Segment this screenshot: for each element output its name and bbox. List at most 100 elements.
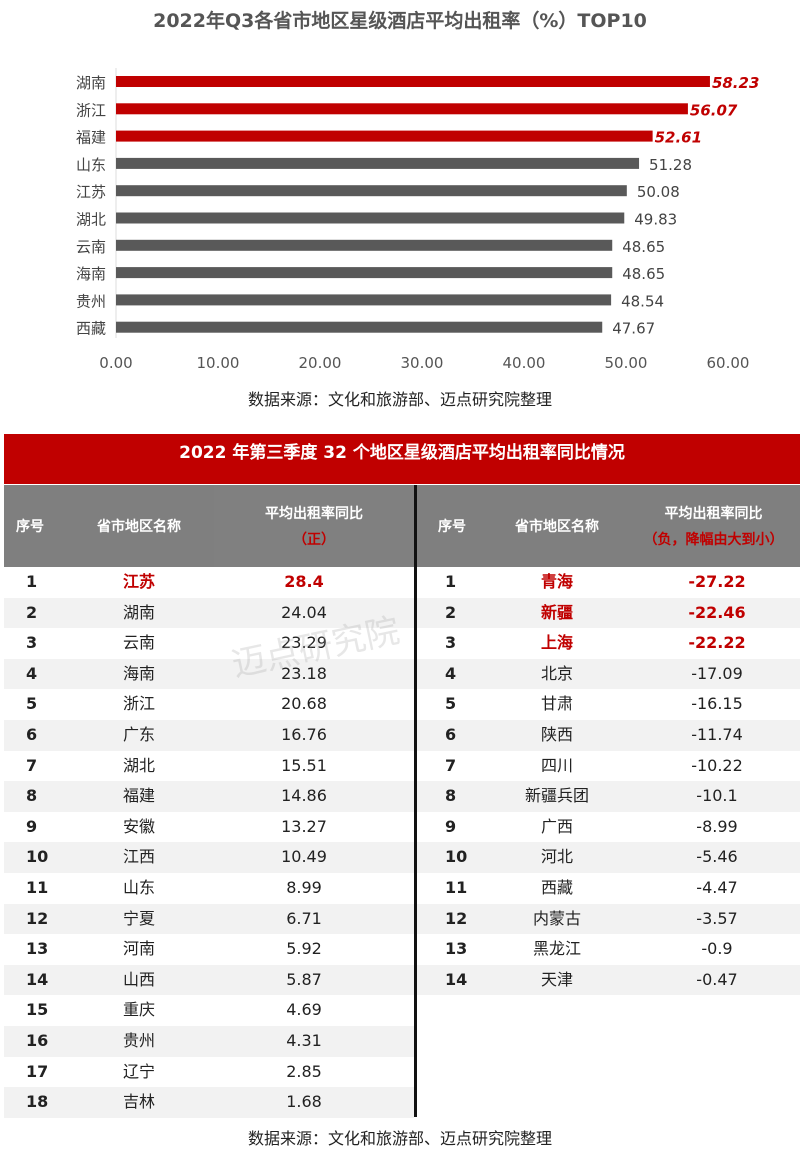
table-row: 12 宁夏 6.71 (4, 903, 414, 935)
cell-value: 24.04 (281, 602, 327, 622)
table-row: 1 江苏 28.4 (4, 567, 414, 598)
cell-value: 13.27 (281, 816, 327, 836)
table-row: 15 重庆 4.69 (4, 995, 414, 1026)
cell-name: 广西 (540, 816, 573, 836)
data-label: 48.54 (621, 292, 664, 310)
header-value-sub: （正） (293, 532, 335, 548)
bar (116, 321, 603, 333)
category-label: 江苏 (76, 183, 106, 201)
chart-title: 2022年Q3各省市地区星级酒店平均出租率（%）TOP10 (153, 10, 647, 32)
x-tick-label: 50.00 (605, 354, 648, 372)
cell-seq: 8 (445, 786, 457, 806)
cell-seq: 15 (26, 1000, 49, 1020)
cell-seq: 3 (26, 633, 38, 653)
category-label: 浙江 (76, 101, 106, 119)
x-tick-label: 0.00 (99, 354, 132, 372)
cell-value: 4.31 (286, 1031, 322, 1050)
header-seq: 序号 (438, 519, 466, 535)
cell-name: 山东 (122, 878, 155, 897)
cell-name: 河南 (122, 939, 155, 959)
cell-name: 安徽 (122, 816, 155, 836)
x-tick-label: 20.00 (299, 354, 342, 372)
cell-seq: 1 (445, 572, 457, 591)
table-row: 8 新疆兵团 -10.1 (417, 781, 800, 812)
cell-value: 2.85 (286, 1061, 322, 1081)
cell-name: 福建 (122, 786, 155, 806)
header-value: 平均出租率同比 （正） (214, 485, 414, 567)
cell-seq: 7 (26, 755, 38, 775)
cell-seq: 8 (26, 786, 38, 806)
cell-value: 6.71 (286, 908, 322, 928)
header-value-label: 平均出租率同比 (664, 506, 763, 522)
cell-name: 陕西 (540, 725, 573, 744)
cell-seq: 5 (26, 694, 38, 714)
cell-name: 山西 (122, 969, 155, 989)
cell-seq: 6 (26, 725, 38, 744)
cell-name: 贵州 (122, 1031, 155, 1050)
cell-name: 新疆兵团 (524, 786, 589, 806)
header-name: 省市地区名称 (97, 519, 181, 535)
cell-seq: 11 (445, 878, 468, 897)
cell-seq: 17 (26, 1061, 49, 1081)
category-label: 山东 (76, 156, 106, 174)
table-row: 14 山西 5.87 (4, 964, 414, 996)
data-label: 51.28 (649, 156, 692, 174)
cell-seq: 13 (445, 939, 468, 959)
cell-name: 甘肃 (540, 694, 573, 714)
table-row: 10 河北 -5.46 (417, 842, 800, 873)
cell-name: 天津 (540, 969, 573, 989)
data-label: 48.65 (622, 265, 665, 283)
cell-seq: 14 (445, 969, 468, 989)
bar (116, 185, 627, 197)
table-title: 2022 年第三季度 32 个地区星级酒店平均出租率同比情况 (4, 434, 800, 484)
category-label: 云南 (76, 238, 106, 256)
x-tick-label: 10.00 (197, 354, 240, 372)
cell-seq: 1 (26, 572, 38, 591)
table-row: 9 安徽 13.27 (4, 812, 414, 843)
cell-name: 内蒙古 (532, 908, 581, 928)
x-tick-label: 40.00 (503, 354, 546, 372)
bar (116, 294, 612, 306)
cell-value: -0.47 (696, 969, 738, 989)
table-row: 3 云南 23.29 (4, 628, 414, 659)
category-label: 贵州 (76, 292, 106, 310)
cell-name: 海南 (122, 663, 155, 683)
cell-name: 青海 (540, 572, 573, 591)
cell-value: -17.09 (691, 663, 743, 683)
cell-value: 23.29 (281, 633, 327, 653)
category-label: 西藏 (76, 320, 106, 338)
cell-value: 16.76 (281, 725, 327, 744)
cell-name: 宁夏 (122, 908, 155, 928)
cell-value: -5.46 (696, 847, 738, 867)
cell-seq: 9 (445, 816, 457, 836)
cell-value: 14.86 (281, 786, 327, 806)
cell-value: -8.99 (696, 816, 738, 836)
table-row: 17 辽宁 2.85 (4, 1057, 414, 1088)
cell-seq: 4 (26, 663, 38, 683)
cell-name: 西藏 (540, 878, 573, 897)
table-row: 7 湖北 15.51 (4, 751, 414, 782)
cell-seq: 10 (445, 847, 468, 867)
cell-name: 浙江 (122, 694, 155, 714)
cell-name: 吉林 (122, 1092, 155, 1112)
data-label: 56.07 (690, 101, 738, 119)
table-row: 16 贵州 4.31 (4, 1026, 414, 1057)
table-row: 4 北京 -17.09 (417, 658, 800, 690)
table-row: 13 黑龙江 -0.9 (417, 934, 800, 965)
table-row: 14 天津 -0.47 (417, 964, 800, 996)
cell-value: 23.18 (281, 663, 327, 683)
left-table-header: 序号 省市地区名称 平均出租率同比 （正） (4, 485, 414, 567)
cell-seq: 12 (26, 908, 49, 928)
header-value: 平均出租率同比 （负，降幅由大到小） (627, 485, 800, 567)
cell-name: 江西 (122, 847, 155, 867)
cell-seq: 6 (445, 725, 457, 744)
chart-source: 数据来源：文化和旅游部、迈点研究院整理 (247, 390, 552, 409)
table-row: 10 江西 10.49 (4, 842, 414, 873)
cell-name: 重庆 (122, 1000, 155, 1020)
bar (116, 212, 625, 224)
bar (116, 130, 653, 142)
table-source: 数据来源：文化和旅游部、迈点研究院整理 (247, 1129, 552, 1148)
cell-seq: 14 (26, 969, 49, 989)
header-value-sub: （负，降幅由大到小） (643, 532, 784, 548)
cell-value: 1.68 (286, 1092, 322, 1112)
